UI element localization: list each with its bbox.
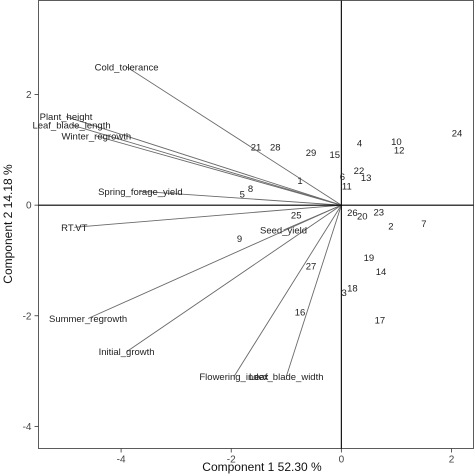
observation-label: 19: [364, 253, 375, 264]
observation-label: 26: [347, 208, 358, 219]
loading-line: [126, 66, 342, 206]
observation-label: 27: [306, 261, 317, 272]
variable-label: Initial_growth: [99, 347, 155, 358]
loading-line: [96, 135, 342, 206]
observation-label: 15: [329, 150, 340, 161]
observation-label: 5: [240, 190, 245, 201]
variable-label: Winter_regrowth: [61, 132, 131, 143]
x-tick-label: -2: [227, 455, 236, 466]
loading-line: [87, 204, 342, 319]
observation-label: 29: [306, 148, 317, 159]
observation-label: 4: [357, 139, 362, 150]
loading-line: [285, 205, 342, 377]
observation-label: 20: [357, 212, 368, 223]
loading-line: [126, 204, 342, 353]
observation-label: 22: [354, 166, 365, 177]
variable-label: Seed_yield: [260, 226, 307, 237]
variable-label: Flowering_index: [199, 372, 268, 383]
variable-label: Plant_height: [40, 112, 93, 123]
observation-label: 13: [361, 173, 372, 184]
x-axis-title: Component 1 52.30 %: [202, 460, 322, 474]
loading-line: [74, 204, 342, 228]
loading-line: [65, 116, 342, 206]
x-axis-ticks: -4 -2 0 2: [117, 448, 455, 466]
y-tick-label: -2: [23, 311, 32, 322]
variable-label: Summer_regrowth: [49, 314, 127, 325]
observation-label: 24: [452, 129, 463, 140]
x-tick-label: 0: [339, 455, 345, 466]
observation-label: 12: [394, 145, 405, 156]
y-tick-label: 0: [26, 201, 32, 212]
observation-label: 16: [295, 307, 306, 318]
observation-labels: 1234567891011121314151617181920212223242…: [237, 129, 462, 327]
y-tick-label: 2: [26, 90, 32, 101]
loading-line: [283, 204, 342, 231]
loading-line: [140, 190, 342, 206]
observation-label: 8: [248, 184, 253, 195]
x-tick-label: -4: [117, 455, 126, 466]
variable-label: Spring_forage_yield: [98, 187, 183, 198]
observation-label: 11: [342, 181, 352, 192]
observation-label: 17: [375, 316, 386, 327]
observation-label: 21: [251, 143, 262, 154]
variable-label: Leaf_blade_width: [249, 372, 323, 383]
variable-labels: Cold_tolerance Plant_heightLeaf_blade_len…: [32, 62, 323, 383]
loading-line: [71, 124, 342, 206]
y-axis-title: Component 2 14.18 %: [1, 164, 15, 284]
observation-label: 2: [388, 222, 393, 233]
observation-label: 1: [297, 176, 302, 187]
observation-label: 18: [347, 284, 358, 295]
observation-label: 6: [340, 172, 345, 183]
variable-label: Cold_tolerance: [95, 62, 159, 73]
observation-label: 14: [376, 267, 387, 278]
y-axis-ticks: 2 0 -2 -4: [23, 90, 39, 433]
observation-label: 7: [421, 219, 426, 230]
observation-label: 10: [391, 137, 402, 148]
variable-label: Leaf_blade_length: [32, 120, 110, 131]
observation-label: 23: [374, 207, 385, 218]
loading-line: [233, 204, 342, 377]
observation-label: 3: [341, 288, 346, 299]
loading-lines: [65, 66, 342, 377]
y-tick-label: -4: [23, 422, 32, 433]
observation-label: 9: [237, 234, 242, 245]
x-tick-label: 2: [449, 455, 455, 466]
observation-label: 28: [270, 143, 281, 154]
variable-label: RT.VT: [61, 223, 87, 234]
observation-label: 25: [291, 211, 302, 222]
